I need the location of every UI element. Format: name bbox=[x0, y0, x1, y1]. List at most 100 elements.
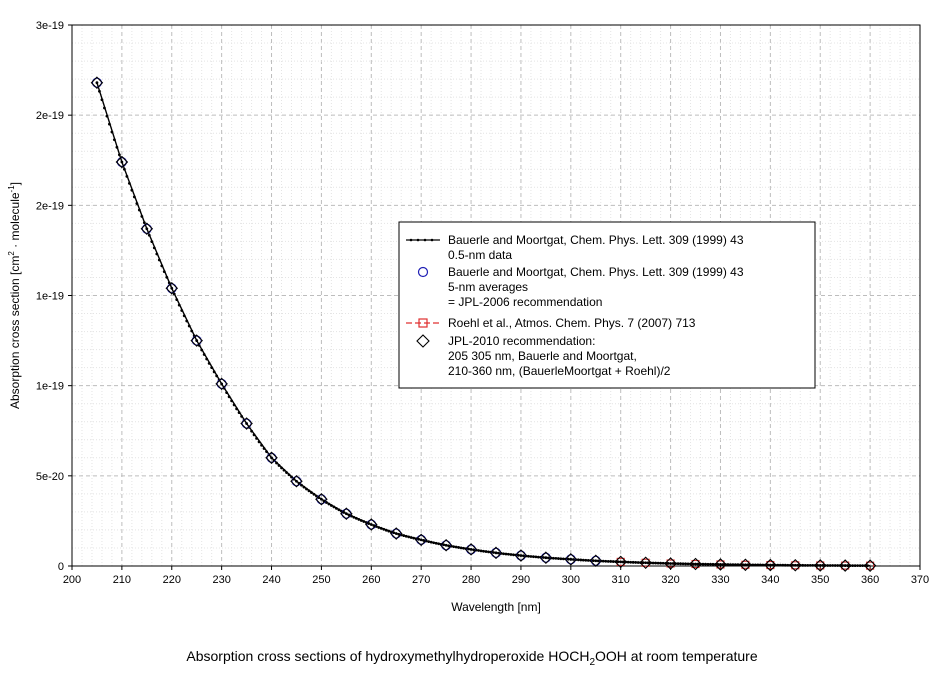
series-point-bm-05nm bbox=[379, 526, 383, 530]
y-tick-label: 1e-19 bbox=[36, 381, 64, 393]
series-point-bm-05nm bbox=[786, 563, 790, 567]
series-point-bm-05nm bbox=[811, 563, 815, 567]
x-tick-label: 290 bbox=[512, 574, 530, 586]
series-point-bm-05nm bbox=[215, 374, 219, 378]
series-point-bm-05nm bbox=[265, 450, 268, 454]
series-point-bm-05nm bbox=[806, 563, 810, 567]
series-point-bm-05nm bbox=[442, 543, 446, 547]
series-point-bm-05nm bbox=[532, 555, 535, 559]
series-point-bm-05nm bbox=[447, 544, 451, 548]
legend-label-bm-5nm-line2: 5-nm averages bbox=[448, 280, 528, 294]
series-point-bm-05nm bbox=[686, 562, 690, 566]
y-tick-label: 5e-20 bbox=[36, 471, 64, 483]
series-point-bm-05nm bbox=[776, 563, 780, 567]
series-point-bm-05nm bbox=[235, 407, 239, 411]
series-point-bm-05nm bbox=[312, 492, 316, 496]
series-point-bm-05nm bbox=[771, 563, 775, 567]
series-point-bm-05nm bbox=[344, 512, 348, 516]
series-point-bm-05nm bbox=[469, 548, 473, 551]
series-point-bm-05nm bbox=[467, 547, 470, 551]
series-point-bm-05nm bbox=[250, 429, 253, 433]
series-point-bm-5nm bbox=[590, 555, 601, 566]
series-point-bm-05nm bbox=[596, 559, 600, 563]
series-point-bm-05nm bbox=[709, 562, 712, 566]
series-point-bm-05nm bbox=[684, 562, 687, 566]
series-point-bm-05nm bbox=[307, 489, 311, 493]
series-point-bm-05nm bbox=[300, 483, 303, 487]
series-point-bm-5nm bbox=[416, 534, 427, 545]
series-point-bm-05nm bbox=[285, 471, 288, 474]
series-point-bm-05nm bbox=[255, 436, 258, 440]
series-point-bm-05nm bbox=[631, 560, 635, 564]
legend-label-jpl2010-line3: 210-360 nm, (BauerleMoortgat + Roehl)/2 bbox=[448, 364, 671, 378]
series-point-bm-05nm bbox=[287, 473, 291, 477]
series-point-jpl2010 bbox=[539, 551, 553, 564]
series-point-bm-05nm bbox=[818, 564, 822, 567]
series-point-bm-5nm bbox=[466, 544, 477, 555]
series-point-bm-5nm bbox=[565, 554, 576, 565]
series-point-bm-05nm bbox=[858, 564, 862, 568]
series-point-bm-05nm bbox=[791, 563, 795, 567]
x-tick-label: 280 bbox=[462, 574, 480, 586]
series-point-bm-5nm bbox=[515, 550, 526, 561]
series-point-bm-05nm bbox=[295, 479, 298, 483]
series-point-bm-5nm bbox=[341, 508, 352, 519]
series-point-bm-05nm bbox=[669, 562, 672, 565]
series-point-bm-05nm bbox=[634, 561, 638, 564]
y-tick-label: 0 bbox=[58, 561, 64, 573]
series-point-bm-05nm bbox=[529, 555, 533, 558]
series-point-bm-05nm bbox=[651, 561, 655, 565]
series-point-jpl2010 bbox=[115, 155, 129, 169]
series-point-bm-05nm bbox=[851, 564, 855, 568]
series-point-bm-05nm bbox=[484, 550, 488, 553]
series-point-bm-05nm bbox=[454, 545, 458, 549]
legend-marker-roehl bbox=[418, 318, 428, 328]
series-point-bm-05nm bbox=[117, 153, 121, 157]
series-point-bm-05nm bbox=[646, 561, 650, 565]
series-point-bm-05nm bbox=[561, 557, 565, 561]
series-point-jpl2010 bbox=[414, 533, 428, 547]
series-point-bm-05nm bbox=[866, 564, 870, 568]
series-point-bm-05nm bbox=[781, 563, 785, 567]
x-tick-label: 260 bbox=[362, 574, 380, 586]
series-point-jpl2010 bbox=[564, 553, 578, 566]
x-tick-label: 240 bbox=[262, 574, 280, 586]
series-point-bm-05nm bbox=[95, 81, 99, 85]
series-point-bm-05nm bbox=[140, 214, 144, 218]
series-point-bm-05nm bbox=[185, 319, 189, 323]
series-point-bm-5nm bbox=[241, 418, 252, 429]
series-point-bm-05nm bbox=[392, 531, 396, 535]
series-point-jpl2010 bbox=[290, 474, 303, 488]
series-point-bm-05nm bbox=[402, 534, 406, 537]
series-point-bm-05nm bbox=[694, 562, 697, 566]
series-point-jpl2010 bbox=[365, 518, 378, 531]
series-point-bm-05nm bbox=[734, 563, 737, 567]
legend-marker-jpl2010 bbox=[416, 334, 430, 348]
series-point-jpl2010 bbox=[215, 377, 228, 391]
legend-label-jpl2010-line2: 205 305 nm, Bauerle and Moortgat, bbox=[448, 349, 637, 363]
series-point-bm-05nm bbox=[125, 174, 129, 178]
series-point-bm-05nm bbox=[826, 564, 830, 567]
series-point-jpl2010 bbox=[389, 527, 403, 540]
series-point-bm-05nm bbox=[145, 227, 149, 231]
series-point-bm-05nm bbox=[162, 270, 166, 274]
series-point-bm-05nm bbox=[290, 475, 293, 479]
series-point-bm-05nm bbox=[726, 563, 730, 566]
series-point-bm-05nm bbox=[856, 564, 860, 568]
series-point-jpl2010 bbox=[614, 555, 627, 569]
series-point-bm-05nm bbox=[257, 440, 261, 444]
series-point-bm-05nm bbox=[744, 563, 747, 567]
series-point-bm-05nm bbox=[409, 536, 413, 539]
grid-lines bbox=[72, 25, 920, 566]
series-point-bm-05nm bbox=[681, 562, 685, 566]
series-point-bm-05nm bbox=[384, 528, 388, 532]
series-point-bm-05nm bbox=[394, 532, 398, 535]
series-point-bm-05nm bbox=[581, 558, 585, 562]
series-point-bm-05nm bbox=[504, 552, 508, 556]
series-point-bm-05nm bbox=[205, 357, 209, 361]
series-point-bm-05nm bbox=[155, 252, 159, 256]
series-point-jpl2010 bbox=[165, 282, 179, 295]
series-point-bm-05nm bbox=[437, 542, 441, 546]
series-point-bm-05nm bbox=[120, 160, 124, 164]
series-point-bm-05nm bbox=[783, 563, 787, 567]
